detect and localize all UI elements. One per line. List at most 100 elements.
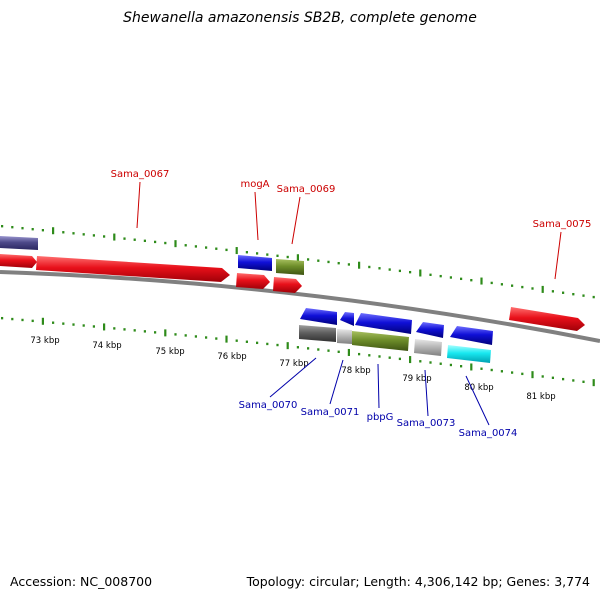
lower-gene-labels: Sama_0070 Sama_0071 pbpG Sama_0073 Sama_… — [239, 357, 518, 439]
minor-tick — [439, 362, 442, 365]
minor-tick — [164, 241, 167, 245]
minor-tick — [429, 361, 432, 364]
minor-tick — [562, 377, 565, 381]
minor-tick — [511, 371, 514, 374]
gene-arrow-red-0069[interactable] — [273, 277, 302, 293]
minor-tick — [582, 380, 585, 383]
leader-line — [377, 363, 380, 409]
gene-block-gray-0073[interactable] — [414, 339, 442, 356]
minor-tick — [133, 238, 136, 241]
gene-label-sama-0075[interactable]: Sama_0075 — [533, 219, 592, 230]
minor-tick — [500, 283, 503, 286]
minor-tick — [368, 354, 371, 357]
minor-tick — [500, 370, 503, 373]
gene-block-slate[interactable] — [0, 236, 38, 250]
minor-tick — [1, 316, 4, 320]
minor-tick — [31, 227, 34, 231]
gene-label-sama-0070[interactable]: Sama_0070 — [239, 400, 298, 411]
minor-tick — [449, 276, 452, 279]
gene-block-dark-0070[interactable] — [299, 325, 336, 342]
minor-tick — [82, 233, 85, 236]
tick-label: 75 kbp — [155, 347, 184, 357]
gene-arrow-blue-0073[interactable] — [416, 322, 444, 338]
minor-tick — [470, 278, 473, 282]
minor-tick — [92, 325, 95, 328]
minor-tick — [572, 379, 575, 382]
leader-line — [254, 191, 259, 241]
minor-tick — [317, 259, 320, 262]
lower-tick-row — [1, 316, 595, 387]
kbp-tick-labels: 73 kbp 74 kbp 75 kbp 76 kbp 77 kbp 78 kb… — [30, 336, 555, 402]
minor-tick — [419, 360, 422, 363]
gene-label-sama-0071[interactable]: Sama_0071 — [301, 407, 360, 418]
minor-tick — [398, 269, 401, 273]
minor-tick — [41, 229, 44, 232]
minor-tick — [215, 337, 218, 340]
gene-block-sama-0069[interactable] — [276, 259, 304, 275]
minor-tick — [307, 258, 310, 261]
gene-arrow-red-left[interactable] — [0, 254, 37, 268]
leader-line — [136, 181, 141, 229]
minor-tick — [11, 225, 14, 229]
minor-tick — [317, 348, 320, 351]
minor-tick — [266, 253, 269, 256]
minor-tick — [205, 336, 208, 339]
gene-block-gray-0071[interactable] — [337, 329, 352, 344]
gene-arrow-sama-0075[interactable] — [509, 307, 585, 331]
major-tick — [541, 285, 544, 293]
minor-tick — [194, 245, 197, 248]
gene-label-pbpG[interactable]: pbpG — [367, 412, 394, 423]
major-tick — [358, 261, 361, 269]
minor-tick — [174, 333, 177, 336]
gene-arrow-red-mogA[interactable] — [236, 273, 270, 289]
minor-tick — [21, 318, 24, 322]
gene-arrow-mogA[interactable] — [238, 255, 272, 271]
gene-label-mogA[interactable]: mogA — [240, 179, 269, 190]
minor-tick — [286, 255, 289, 259]
major-tick — [52, 227, 55, 235]
major-tick — [470, 363, 473, 371]
forward-strand-features — [0, 236, 585, 331]
minor-tick — [572, 292, 575, 296]
major-tick — [41, 317, 44, 325]
minor-tick — [490, 368, 493, 372]
minor-tick — [296, 346, 299, 349]
gene-arrow-sama-0067[interactable] — [36, 256, 230, 282]
gene-arrow-blue-0070[interactable] — [300, 308, 337, 325]
minor-tick — [521, 285, 524, 289]
upper-gene-labels: Sama_0067 mogA Sama_0069 Sama_0075 — [111, 169, 592, 280]
leader-line — [269, 357, 317, 398]
minor-tick — [235, 339, 238, 342]
minor-tick — [62, 231, 65, 234]
minor-tick — [449, 363, 452, 367]
major-tick — [164, 329, 167, 337]
minor-tick — [154, 240, 157, 244]
minor-tick — [276, 254, 279, 258]
gene-block-cyan-0074[interactable] — [447, 345, 491, 363]
minor-tick — [551, 376, 554, 379]
minor-tick — [133, 329, 136, 332]
minor-tick — [72, 323, 75, 326]
gene-label-sama-0069[interactable]: Sama_0069 — [277, 184, 336, 195]
minor-tick — [460, 365, 463, 368]
upper-tick-row — [1, 224, 595, 299]
gene-label-sama-0067[interactable]: Sama_0067 — [111, 169, 170, 180]
major-tick — [296, 254, 299, 262]
minor-tick — [154, 331, 157, 334]
gene-label-sama-0073[interactable]: Sama_0073 — [397, 418, 456, 429]
topology-text: Topology: circular; Length: 4,306,142 bp… — [246, 574, 590, 589]
gene-arrow-blue-pbpG[interactable] — [355, 313, 412, 334]
minor-tick — [256, 341, 259, 345]
minor-tick — [358, 352, 361, 356]
minor-tick — [123, 237, 126, 240]
minor-tick — [184, 334, 187, 337]
minor-tick — [409, 270, 412, 274]
gene-label-sama-0074[interactable]: Sama_0074 — [459, 428, 518, 439]
minor-tick — [439, 274, 442, 278]
minor-tick — [388, 268, 391, 271]
gene-arrow-blue-0074[interactable] — [450, 326, 493, 345]
gene-arrow-blue-small[interactable] — [340, 312, 354, 326]
major-tick — [347, 348, 350, 356]
gene-block-green-pbpG[interactable] — [352, 331, 409, 351]
